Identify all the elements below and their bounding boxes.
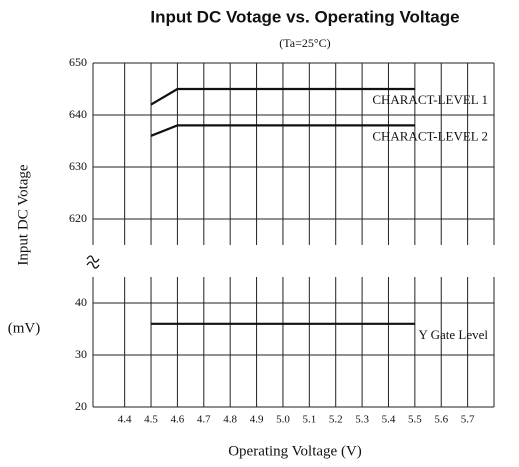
x-tick-label: 4.8 — [223, 414, 237, 426]
x-tick-label: 4.4 — [118, 414, 132, 426]
series-line — [150, 124, 415, 137]
chart-title: Input DC Votage vs. Operating Voltage — [150, 7, 459, 26]
y-axis-unit: (mV) — [8, 320, 41, 336]
series-label: Y Gate Level — [418, 327, 488, 342]
y-tick-label: 650 — [69, 55, 87, 69]
series-label: CHARACT-LEVEL 1 — [372, 92, 488, 107]
x-tick-label: 4.5 — [144, 414, 158, 426]
x-tick-label: 4.7 — [197, 414, 211, 426]
x-tick-label: 5.4 — [382, 414, 396, 426]
y-tick-label: 640 — [69, 107, 87, 121]
axis-break — [86, 255, 100, 269]
y-tick-label: 30 — [75, 347, 87, 361]
series-line — [150, 87, 415, 106]
y-tick-label: 630 — [69, 159, 87, 173]
x-tick-label: 5.3 — [355, 414, 369, 426]
x-tick-label: 5.5 — [408, 414, 422, 426]
chart-subtitle: (Ta=25°C) — [279, 36, 330, 50]
series-label: CHARACT-LEVEL 2 — [372, 128, 488, 143]
x-tick-label: 5.0 — [276, 414, 290, 426]
x-tick-label: 5.6 — [434, 414, 448, 426]
x-tick-label: 4.9 — [250, 414, 264, 426]
x-tick-label: 5.7 — [461, 414, 475, 426]
x-tick-label: 4.6 — [171, 414, 185, 426]
y-tick-label: 20 — [75, 399, 87, 413]
y-tick-label: 40 — [75, 295, 87, 309]
x-tick-label: 5.1 — [302, 414, 316, 426]
x-tick-label: 5.2 — [329, 414, 343, 426]
y-axis-label: Input DC Votage — [15, 164, 31, 265]
x-axis-label: Operating Voltage (V) — [228, 443, 362, 459]
y-tick-label: 620 — [69, 211, 87, 225]
